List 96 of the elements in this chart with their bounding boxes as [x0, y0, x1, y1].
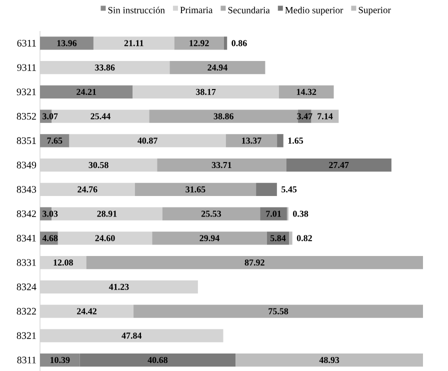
data-label: 5.84: [270, 235, 286, 242]
legend-label: Primaria: [180, 6, 213, 14]
y-tick-label: 8351: [16, 137, 36, 144]
data-label: 0.82: [296, 235, 312, 242]
y-tick-label: 8342: [16, 210, 36, 218]
bar: [149, 110, 298, 123]
y-tick-label: 8322: [16, 308, 36, 315]
data-label: 25.44: [90, 113, 110, 120]
bar: [40, 280, 198, 294]
bar: [40, 353, 80, 367]
bar: [162, 207, 260, 220]
data-label: 21.11: [124, 40, 144, 46]
bar: [236, 353, 423, 367]
bar: [286, 158, 392, 172]
bar: [256, 182, 277, 196]
y-tick-label: 8331: [16, 259, 36, 266]
data-label: 7.65: [47, 138, 62, 144]
bar: [40, 60, 170, 74]
bar: [58, 232, 152, 245]
legend-label: Superior: [358, 6, 391, 16]
data-label: 27.47: [329, 162, 349, 168]
data-label: 14.32: [296, 88, 316, 95]
data-label: 87.92: [244, 259, 264, 266]
bar: [40, 304, 134, 318]
data-label: 7.01: [266, 210, 281, 217]
data-label: 33.71: [212, 162, 232, 168]
data-label: 0.86: [232, 40, 247, 46]
data-label: 12.92: [190, 40, 209, 46]
bar: [40, 256, 86, 270]
data-label: 24.42: [77, 308, 96, 314]
data-label: 1.65: [288, 138, 304, 144]
bar: [174, 36, 224, 50]
data-label: 24.76: [78, 186, 98, 192]
data-label: 13.37: [242, 138, 262, 144]
data-label: 40.87: [138, 138, 158, 144]
data-label: 33.86: [95, 64, 115, 71]
bar: [157, 158, 286, 172]
bar: [40, 85, 133, 99]
data-label: 47.84: [122, 332, 142, 339]
data-label: 38.86: [214, 113, 234, 120]
y-tick-label: 8349: [16, 162, 36, 168]
bar: [40, 36, 94, 50]
data-label: 25.53: [201, 210, 222, 217]
bar: [69, 134, 226, 148]
data-label: 12.08: [54, 259, 73, 266]
y-tick-label: 8324: [16, 284, 36, 290]
y-tick-label: 8321: [16, 332, 36, 340]
legend-label: Medio superior: [285, 6, 344, 16]
data-label: 10.39: [50, 356, 70, 364]
bar: [93, 36, 174, 50]
data-label: 40.68: [148, 356, 168, 364]
data-label: 38.17: [196, 88, 216, 95]
y-tick-label: 8343: [16, 186, 36, 193]
y-tick-label: 8311: [17, 356, 36, 364]
bar: [224, 36, 228, 50]
data-label: 5.45: [282, 186, 297, 192]
bar: [170, 60, 266, 74]
y-tick-label: 8341: [16, 234, 36, 242]
data-label: 29.94: [200, 235, 220, 242]
bar: [134, 182, 256, 196]
bar: [289, 232, 292, 245]
data-label: 3.07: [42, 113, 58, 120]
y-tick-label: 9311: [17, 64, 36, 71]
bar: [40, 182, 135, 196]
bar: [278, 85, 334, 99]
bar: [40, 158, 158, 172]
data-label: 3.47: [297, 113, 312, 120]
y-tick-label: 6311: [17, 40, 36, 47]
data-label: 48.93: [319, 356, 340, 364]
data-label: 31.65: [186, 186, 206, 192]
data-label: 24.60: [95, 235, 115, 242]
data-label: 28.91: [97, 210, 117, 217]
data-label: 4.68: [42, 235, 58, 242]
data-label: 75.58: [268, 308, 288, 314]
bar: [132, 85, 279, 99]
bar: [134, 304, 423, 318]
bar: [277, 134, 284, 148]
data-label: 0.38: [293, 210, 308, 217]
data-label: 7.14: [318, 113, 333, 120]
data-label: 30.58: [88, 162, 108, 168]
bar: [40, 329, 224, 342]
y-tick-label: 9321: [16, 88, 36, 96]
bar: [311, 110, 339, 123]
bar: [40, 134, 70, 148]
data-label: 24.21: [76, 88, 96, 95]
data-label: 13.96: [57, 40, 77, 46]
bar: [152, 232, 267, 245]
bar: [80, 353, 236, 367]
data-label: 24.94: [208, 64, 228, 71]
bar: [226, 134, 278, 148]
legend-label: Secundaria: [228, 6, 270, 14]
bar: [86, 256, 423, 270]
legend-label: Sin instrucción: [108, 6, 165, 14]
bar: [260, 207, 287, 220]
data-label: 41.23: [108, 284, 129, 290]
y-tick-label: 8352: [16, 112, 36, 120]
